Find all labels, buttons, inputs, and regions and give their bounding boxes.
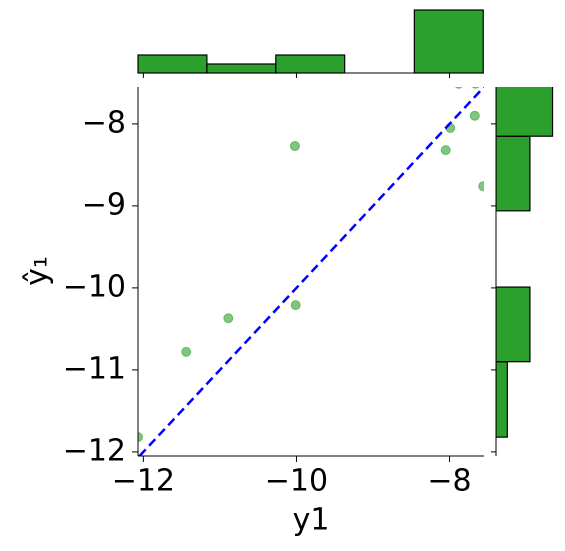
point bbox=[289, 141, 300, 152]
x-axis-label: y1 bbox=[293, 503, 330, 538]
top-hist-bar bbox=[275, 54, 346, 74]
point bbox=[223, 313, 234, 324]
right-hist bbox=[496, 87, 554, 438]
x-tick-label: −10 bbox=[265, 464, 328, 499]
point bbox=[440, 145, 451, 156]
point bbox=[478, 181, 484, 192]
right-hist-bar bbox=[496, 361, 508, 438]
right-hist-bar bbox=[496, 87, 554, 137]
point bbox=[469, 110, 480, 121]
point bbox=[181, 346, 192, 357]
right-hist-bar bbox=[496, 286, 531, 363]
point bbox=[471, 87, 480, 89]
y-tick-label: −12 bbox=[63, 433, 126, 468]
y-tick-label: −9 bbox=[82, 187, 126, 222]
y-tick-label: −8 bbox=[82, 105, 126, 140]
identity-line bbox=[138, 87, 484, 456]
point bbox=[138, 432, 143, 443]
plot-area bbox=[138, 87, 484, 456]
top-hist-bar bbox=[137, 54, 208, 74]
top-hist-bar bbox=[413, 9, 484, 74]
x-tick-label: −8 bbox=[427, 464, 471, 499]
x-tick-label: −12 bbox=[112, 464, 175, 499]
y-axis-label: ŷ₁ bbox=[20, 256, 55, 286]
point bbox=[290, 300, 301, 311]
y-tick-label: −10 bbox=[63, 269, 126, 304]
y-tick-label: −11 bbox=[63, 351, 126, 386]
top-hist-bar bbox=[206, 63, 277, 74]
point bbox=[454, 87, 463, 89]
right-hist-bar bbox=[496, 135, 531, 212]
